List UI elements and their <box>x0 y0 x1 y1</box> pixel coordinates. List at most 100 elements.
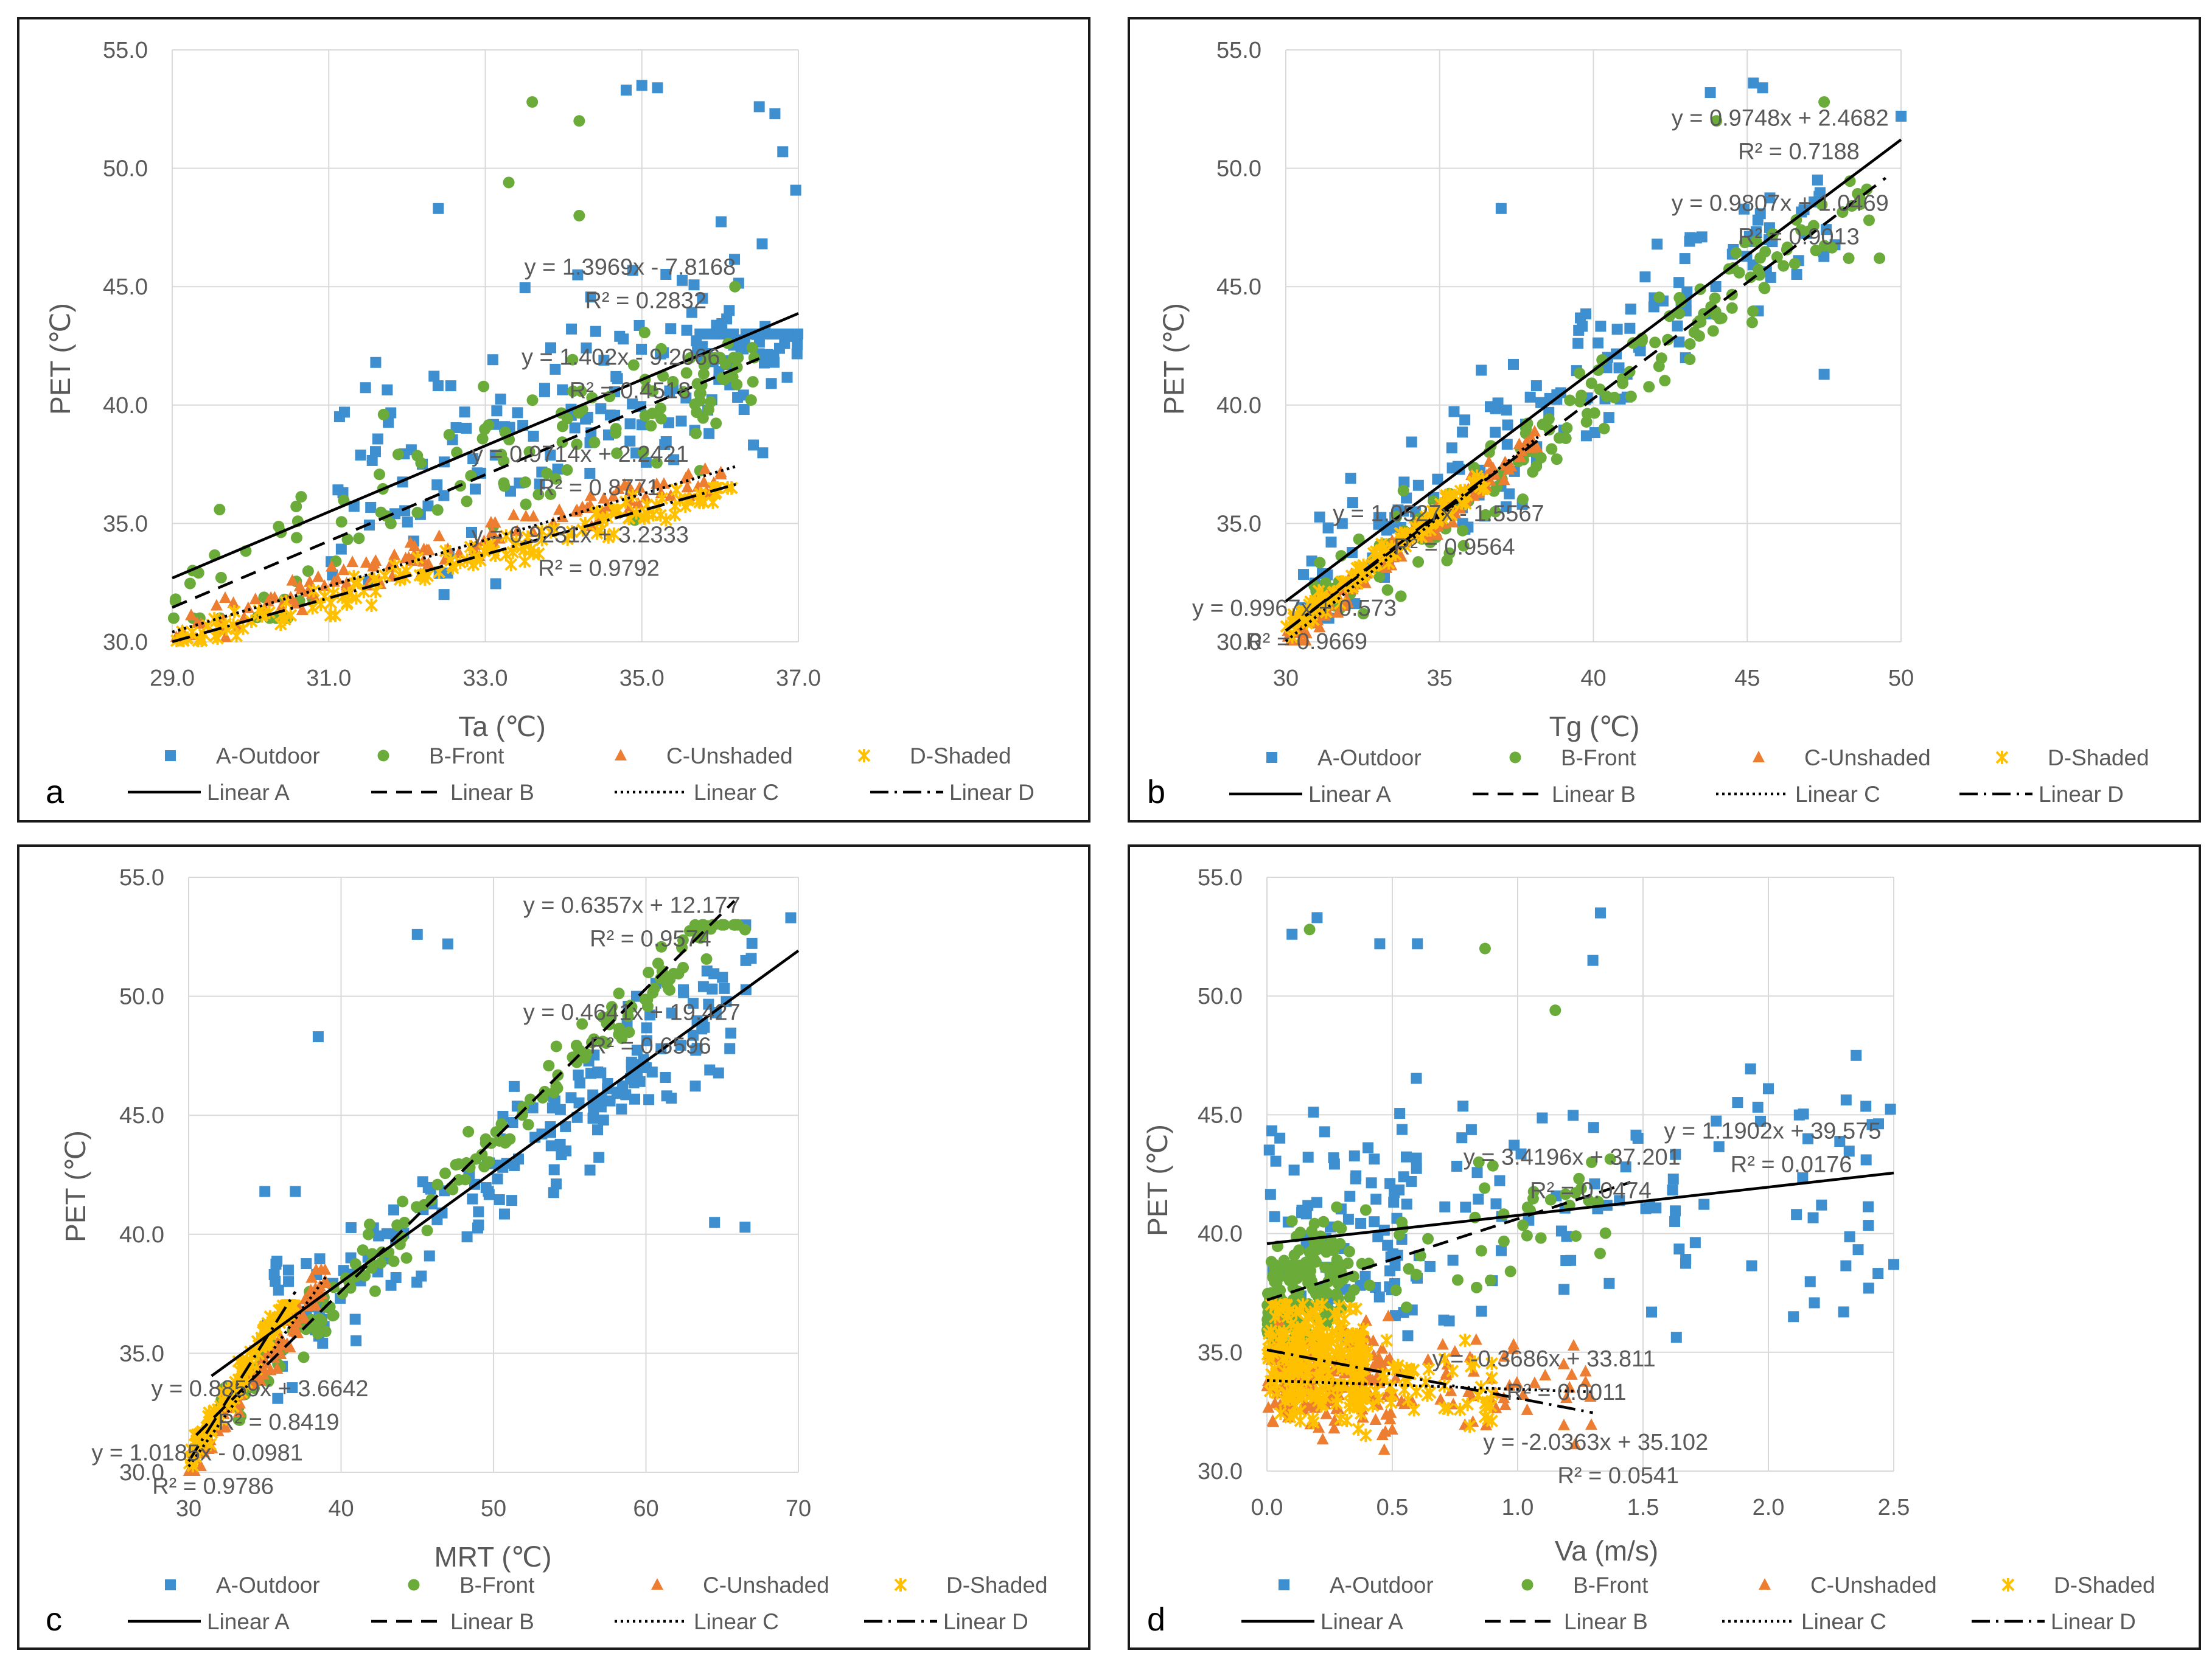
series-A-point <box>1669 1216 1681 1227</box>
series-B-point <box>1846 200 1858 212</box>
series-A-point <box>411 928 423 940</box>
series-A-point <box>624 435 636 447</box>
series-A-point <box>1896 110 1907 122</box>
series-A-point <box>610 371 622 382</box>
series-B-point <box>411 450 424 462</box>
series-C-point <box>508 508 520 520</box>
legend-C-marker <box>615 749 627 760</box>
trendline-C <box>187 1276 327 1467</box>
series-B-point <box>1314 557 1326 569</box>
series-B-point <box>215 571 227 583</box>
series-A-point <box>422 500 434 512</box>
series-C-point <box>1521 1403 1533 1415</box>
series-C-point <box>681 481 694 493</box>
series-A-point <box>351 1335 362 1346</box>
series-B-point <box>1544 1194 1557 1206</box>
series-A-point <box>1752 1101 1764 1113</box>
series-D-point <box>1356 1392 1369 1406</box>
series-C-point <box>325 560 338 572</box>
r-squared-A: R² = 0.6596 <box>590 1034 711 1059</box>
series-A-point <box>1344 1191 1356 1202</box>
series-A-point <box>438 589 450 600</box>
equation-A: y = 1.3969x - 7.8168 <box>525 255 736 280</box>
series-D-point <box>1343 1302 1356 1316</box>
series-D-point <box>1319 1391 1332 1405</box>
series-A-point <box>1650 1202 1662 1214</box>
series-D-point <box>211 631 224 645</box>
series-A-point <box>723 329 734 340</box>
series-B-point <box>710 417 722 430</box>
series-C-point <box>219 630 232 642</box>
series-A-point <box>1473 1193 1484 1205</box>
series-A-point <box>1680 1254 1692 1265</box>
series-A-point <box>461 1231 473 1243</box>
series-C-point <box>633 481 646 493</box>
series-B-point <box>719 373 731 385</box>
series-B-point <box>1569 1187 1582 1199</box>
x-tick-label: 35.0 <box>619 666 665 691</box>
series-D-point <box>1380 1334 1394 1348</box>
series-D-point <box>341 596 354 610</box>
series-A-point <box>1384 1178 1396 1189</box>
series-A-point <box>1885 1104 1896 1115</box>
series-B-point <box>1479 1182 1491 1194</box>
series-A-point <box>1667 1174 1679 1185</box>
legend-A-marker <box>165 750 176 761</box>
series-A-point <box>1838 1306 1849 1318</box>
series-B-point <box>1303 924 1316 936</box>
series-A-point <box>1366 1177 1377 1189</box>
series-A-point <box>459 406 470 418</box>
series-C-point <box>404 536 417 548</box>
trendline-D <box>1266 1348 1594 1414</box>
series-A-point <box>1611 324 1623 335</box>
legend-C-marker <box>1753 751 1765 762</box>
series-C-point <box>598 492 610 504</box>
series-D-point <box>500 548 513 562</box>
series-A-point <box>314 1253 326 1265</box>
series-A-point <box>519 282 531 293</box>
series-A-point <box>1375 512 1387 523</box>
series-A-point <box>1322 522 1334 534</box>
series-B-point <box>337 1287 349 1299</box>
series-A-point <box>616 1103 627 1115</box>
series-C-point <box>315 1263 327 1275</box>
series-A-point <box>678 987 689 998</box>
series-A-point <box>621 85 632 96</box>
x-tick-label: 50 <box>1888 666 1914 691</box>
series-A-point <box>1863 1282 1874 1294</box>
y-tick-label: 40.0 <box>103 393 148 419</box>
series-A-point <box>365 501 377 513</box>
legend-C-marker <box>651 1578 663 1590</box>
legend-B-label: B-Front <box>1573 1573 1649 1598</box>
series-A-point <box>1594 907 1606 919</box>
series-A-point <box>681 324 693 336</box>
series-B-point <box>373 468 385 481</box>
series-A-point <box>1652 238 1663 250</box>
panel-a-ticks: 29.0 31.0 33.0 35.0 37.0 30.0 35.0 40.0 45.0 50.0… <box>103 38 821 691</box>
series-C-point <box>1510 1376 1523 1388</box>
series-A-point <box>1804 1276 1816 1287</box>
series-C-point <box>1498 1350 1510 1362</box>
series-A-point <box>1359 1270 1371 1282</box>
series-A-point <box>753 101 765 113</box>
series-D-point <box>607 527 621 541</box>
panel-c-label: c <box>46 1601 62 1638</box>
series-A-point <box>1448 406 1460 417</box>
trendline-A <box>1285 138 1902 603</box>
series-A-point <box>1764 192 1776 204</box>
legend-linear-D-label: Linear D <box>2039 782 2124 807</box>
series-D-point <box>365 598 378 612</box>
series-B-point <box>1397 484 1409 496</box>
series-C-point <box>260 1357 273 1369</box>
series-A-point <box>527 1102 539 1114</box>
legend-linear-B-label: Linear B <box>450 1609 534 1634</box>
series-B-point <box>1373 571 1386 583</box>
series-A-point <box>1490 426 1501 438</box>
series-C-point <box>1299 634 1312 646</box>
series-A-point <box>631 1045 643 1056</box>
series-A-point <box>290 1186 301 1197</box>
series-C-point <box>1378 1443 1390 1455</box>
series-A-point <box>1302 1152 1314 1163</box>
series-D-point <box>1283 1410 1297 1424</box>
series-A-point <box>1446 442 1457 454</box>
